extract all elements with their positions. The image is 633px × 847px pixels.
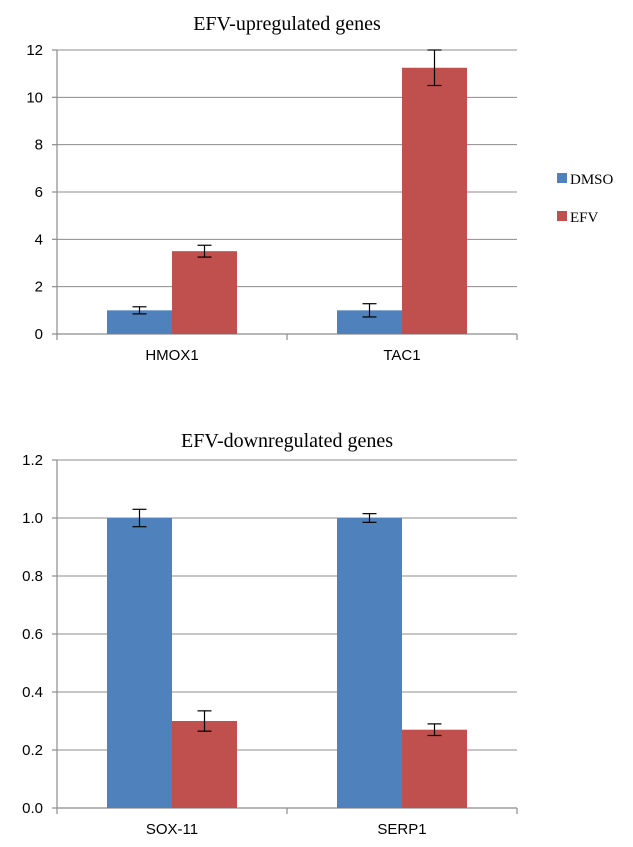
y-tick-label: 1.0 bbox=[22, 510, 43, 527]
y-tick-label: 0.6 bbox=[22, 626, 43, 643]
bar-efv-tac1 bbox=[402, 67, 467, 334]
bar-efv-hmox1 bbox=[172, 251, 237, 334]
error-bar bbox=[132, 306, 147, 315]
error-bar bbox=[427, 49, 442, 87]
bar-dmso-serp1 bbox=[337, 518, 402, 808]
legend-swatch bbox=[557, 211, 567, 221]
y-tick-label: 0.0 bbox=[22, 800, 43, 817]
bar-dmso-hmox1 bbox=[107, 310, 172, 334]
chart-title: EFV-downregulated genes bbox=[181, 430, 393, 452]
y-tick-label: 12 bbox=[26, 42, 43, 59]
y-tick-label: 1.2 bbox=[22, 452, 43, 469]
bar-efv-sox-11 bbox=[172, 721, 237, 808]
y-tick-label: 8 bbox=[35, 137, 43, 154]
y-tick-label: 10 bbox=[26, 89, 43, 106]
y-tick-label: 4 bbox=[35, 231, 43, 248]
error-bar bbox=[427, 723, 442, 737]
legend-label: EFV bbox=[570, 210, 599, 226]
y-tick-label: 0.8 bbox=[22, 568, 43, 585]
downregulated-chart: EFV-downregulated genes 0.0 0.2 0.4 0.6 0.8 1.… bbox=[22, 430, 518, 838]
x-tick-label: TAC1 bbox=[383, 347, 420, 364]
y-tick-label: 2 bbox=[35, 279, 43, 296]
x-tick-label: SERP1 bbox=[377, 821, 426, 838]
upregulated-chart: EFV-upregulated genes 0 2 4 6 8 10 12 HMOX1 TAC1 bbox=[26, 13, 518, 364]
legend: DMSO EFV bbox=[557, 172, 614, 226]
x-tick-label: SOX-11 bbox=[146, 821, 198, 838]
legend-swatch bbox=[557, 173, 567, 183]
y-tick-label: 0.2 bbox=[22, 742, 43, 759]
legend-item-efv: EFV bbox=[557, 210, 599, 226]
error-bar bbox=[362, 303, 377, 318]
y-tick-label: 0 bbox=[35, 326, 43, 343]
error-bar bbox=[197, 710, 212, 732]
error-bar bbox=[132, 508, 147, 528]
error-bar bbox=[197, 244, 212, 258]
legend-label: DMSO bbox=[570, 172, 614, 188]
bar-dmso-tac1 bbox=[337, 310, 402, 334]
chart-title: EFV-upregulated genes bbox=[193, 13, 381, 35]
legend-item-dmso: DMSO bbox=[557, 172, 614, 188]
error-bar bbox=[362, 513, 377, 523]
y-tick-label: 0.4 bbox=[22, 684, 43, 701]
x-tick-label: HMOX1 bbox=[145, 347, 198, 364]
y-tick-label: 6 bbox=[35, 184, 43, 201]
bar-dmso-sox-11 bbox=[107, 518, 172, 808]
bar-efv-serp1 bbox=[402, 729, 467, 808]
